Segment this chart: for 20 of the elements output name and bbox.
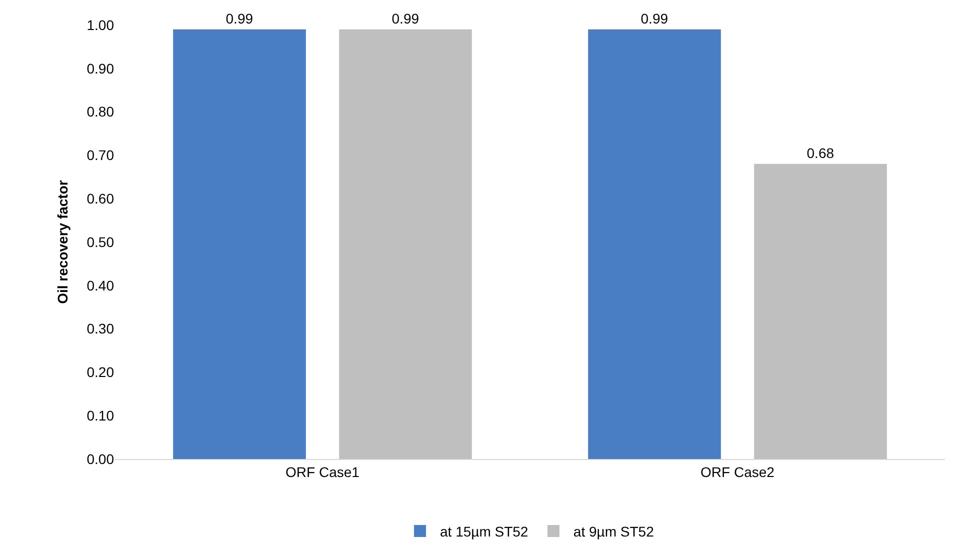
x-tick-label: ORF Case1: [286, 464, 360, 480]
y-tick-label: 1.00: [86, 16, 114, 33]
legend-label: at 9µm ST52: [573, 523, 654, 540]
y-tick-label: 0.40: [86, 277, 114, 294]
y-tick-label: 0.60: [86, 190, 114, 206]
y-tick-label: 0.50: [86, 234, 114, 250]
legend-label: at 15µm ST52: [440, 523, 528, 540]
data-label: 0.99: [640, 10, 668, 26]
y-tick-label: 0.00: [86, 450, 114, 467]
data-label: 0.99: [226, 10, 254, 26]
x-tick-label: ORF Case2: [700, 464, 775, 480]
data-label: 0.99: [392, 10, 420, 26]
y-tick-label: 0.30: [86, 320, 114, 337]
y-tick-label: 0.70: [86, 147, 114, 164]
data-label: 0.68: [806, 144, 834, 161]
y-tick-label: 0.90: [86, 60, 114, 76]
y-axis-title: Oil recovery factor: [54, 180, 70, 304]
y-tick-label: 0.80: [86, 104, 114, 120]
y-tick-label: 0.20: [86, 364, 114, 380]
y-tick-label: 0.10: [86, 408, 114, 424]
